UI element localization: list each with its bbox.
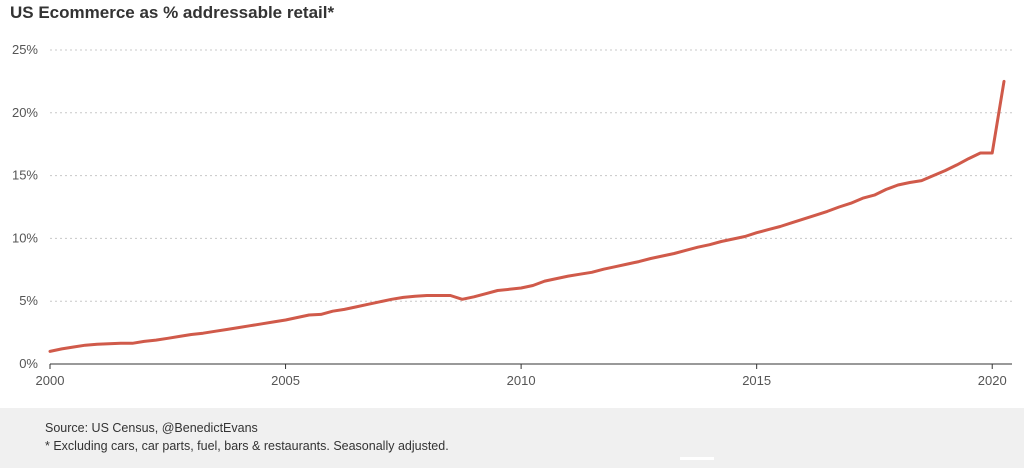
footnote: * Excluding cars, car parts, fuel, bars … <box>45 439 449 453</box>
line-chart: 0% 5% 10% 15% 20% 25% 2000 2005 2010 2015 2020 <box>12 42 1012 388</box>
x-tick-label: 2020 <box>978 373 1007 388</box>
chart-footer: Source: US Census, @BenedictEvans * Excl… <box>0 408 1024 468</box>
y-tick-label: 20% <box>12 105 38 120</box>
gridlines <box>50 49 1012 365</box>
x-tick-label: 2005 <box>271 373 300 388</box>
source-note: Source: US Census, @BenedictEvans <box>45 421 258 435</box>
y-tick-label: 15% <box>12 168 38 183</box>
x-tick-label: 2010 <box>507 373 536 388</box>
footer-tab-decoration <box>680 457 714 460</box>
y-tick-label: 10% <box>12 230 38 245</box>
y-tick-label: 25% <box>12 42 38 57</box>
x-tick-label: 2015 <box>742 373 771 388</box>
series-layer <box>48 79 1006 353</box>
chart-title: US Ecommerce as % addressable retail* <box>10 3 335 22</box>
y-tick-label: 5% <box>19 293 38 308</box>
series-line <box>48 79 1006 353</box>
x-axis-ticks: 2000 2005 2010 2015 2020 <box>36 364 1007 388</box>
y-tick-label: 0% <box>19 356 38 371</box>
y-axis-ticks: 0% 5% 10% 15% 20% 25% <box>12 42 38 371</box>
x-tick-label: 2000 <box>36 373 65 388</box>
